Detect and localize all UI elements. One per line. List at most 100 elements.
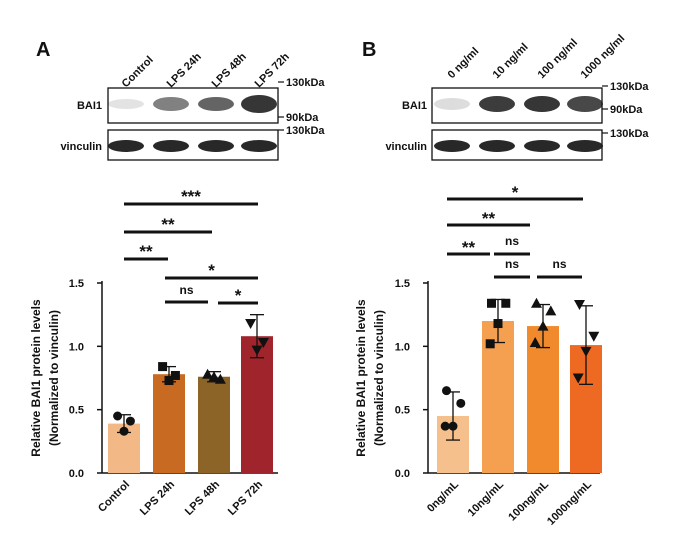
y-tick-label: 1.5 bbox=[395, 278, 410, 290]
lane-label: LPS 24h bbox=[165, 51, 204, 90]
y-tick-label: 0.5 bbox=[69, 405, 84, 417]
significance-label: ns bbox=[505, 234, 519, 248]
bai1-band bbox=[108, 99, 144, 109]
data-point bbox=[119, 426, 129, 436]
bai1-band bbox=[479, 96, 515, 112]
data-point bbox=[257, 338, 269, 349]
x-tick-label: 100ng/mL bbox=[506, 478, 551, 523]
lane-label: 10 ng/ml bbox=[491, 41, 531, 81]
significance-label: ** bbox=[462, 238, 476, 257]
significance-label: * bbox=[208, 261, 215, 280]
vinculin-band bbox=[241, 140, 277, 152]
data-point bbox=[531, 297, 542, 308]
kda-marker: 90kDa bbox=[286, 112, 319, 124]
y-tick-label: 0.5 bbox=[395, 405, 410, 417]
lane-label: 0 ng/ml bbox=[446, 45, 482, 81]
data-point bbox=[251, 345, 263, 356]
data-point bbox=[537, 320, 549, 331]
data-point bbox=[245, 319, 257, 330]
data-point bbox=[588, 331, 600, 342]
data-point bbox=[113, 411, 123, 421]
bar bbox=[241, 336, 273, 473]
x-tick-label: 0ng/mL bbox=[425, 478, 461, 514]
data-point bbox=[164, 376, 174, 386]
data-point bbox=[572, 373, 584, 384]
data-point bbox=[529, 337, 541, 348]
y-tick-label: 1.0 bbox=[69, 341, 84, 353]
vinculin-band bbox=[567, 140, 603, 152]
significance-label: ** bbox=[161, 215, 175, 234]
data-point bbox=[440, 421, 450, 431]
x-tick-label: Control bbox=[96, 479, 132, 515]
kda-marker: 130kDa bbox=[610, 81, 649, 93]
bai1-band bbox=[434, 98, 470, 110]
bar bbox=[153, 374, 185, 473]
y-tick-label: 1.0 bbox=[395, 341, 410, 353]
x-tick-label: LPS 72h bbox=[226, 478, 265, 517]
data-point bbox=[214, 373, 226, 384]
kda-marker: 90kDa bbox=[610, 104, 643, 116]
y-axis-label-sub: (Normalized to vinculin) bbox=[47, 310, 61, 446]
blot-row-label: vinculin bbox=[60, 141, 102, 153]
data-point bbox=[208, 371, 220, 382]
kda-marker: 130kDa bbox=[610, 128, 649, 140]
data-point bbox=[487, 298, 496, 308]
significance-label: *** bbox=[181, 187, 201, 206]
vinculin-band bbox=[108, 140, 144, 152]
significance-label: ns bbox=[505, 257, 519, 271]
data-point bbox=[125, 416, 135, 426]
lane-label: 1000 ng/ml bbox=[579, 32, 628, 81]
x-tick-label: LPS 48h bbox=[183, 478, 222, 517]
lane-label: LPS 48h bbox=[210, 51, 249, 90]
lane-label: 100 ng/ml bbox=[536, 37, 580, 81]
lane-label: Control bbox=[120, 54, 156, 90]
vinculin-band bbox=[479, 140, 515, 152]
data-point bbox=[442, 386, 451, 396]
vinculin-band bbox=[524, 140, 560, 152]
x-tick-label: 1000ng/mL bbox=[545, 478, 594, 527]
kda-marker: 130kDa bbox=[286, 77, 325, 89]
bai1-band bbox=[153, 97, 189, 111]
vinculin-band bbox=[198, 140, 234, 152]
data-point bbox=[493, 319, 503, 329]
y-axis-label: Relative BAI1 protein levels bbox=[29, 299, 43, 457]
blot-row-label: BAI1 bbox=[402, 100, 427, 112]
significance-label: * bbox=[235, 286, 242, 305]
data-point bbox=[545, 305, 557, 316]
data-point bbox=[170, 370, 180, 380]
kda-marker: 130kDa bbox=[286, 125, 325, 137]
bai1-band bbox=[567, 96, 603, 112]
data-point bbox=[448, 421, 458, 431]
significance-label: ns bbox=[552, 257, 566, 271]
significance-label: * bbox=[512, 183, 519, 202]
data-point bbox=[202, 368, 214, 379]
x-tick-label: LPS 24h bbox=[138, 478, 177, 517]
blot-row-label: vinculin bbox=[385, 141, 427, 153]
data-point bbox=[501, 298, 511, 308]
vinculin-band bbox=[153, 140, 189, 152]
blot-row-label: BAI1 bbox=[77, 100, 102, 112]
panel-a-letter: A bbox=[36, 39, 50, 61]
significance-label: ** bbox=[139, 242, 153, 261]
y-axis-label: Relative BAI1 protein levels bbox=[354, 299, 368, 457]
bar bbox=[198, 376, 230, 473]
y-axis-label-sub: (Normalized to vinculin) bbox=[372, 310, 386, 446]
data-point bbox=[456, 398, 466, 408]
data-point bbox=[574, 300, 585, 311]
y-tick-label: 0.0 bbox=[69, 468, 84, 480]
panel-b-letter: B bbox=[362, 39, 376, 61]
bai1-band bbox=[198, 97, 234, 111]
data-point bbox=[158, 362, 168, 372]
y-tick-label: 0.0 bbox=[395, 468, 410, 480]
significance-label: ns bbox=[179, 283, 193, 297]
data-point bbox=[580, 346, 592, 357]
x-tick-label: 10ng/mL bbox=[466, 478, 507, 519]
bai1-band bbox=[524, 96, 560, 112]
bar bbox=[527, 326, 559, 473]
significance-label: ** bbox=[482, 209, 496, 228]
y-tick-label: 1.5 bbox=[69, 278, 84, 290]
bai1-band bbox=[241, 95, 277, 113]
vinculin-band bbox=[434, 140, 470, 152]
data-point bbox=[485, 339, 495, 349]
